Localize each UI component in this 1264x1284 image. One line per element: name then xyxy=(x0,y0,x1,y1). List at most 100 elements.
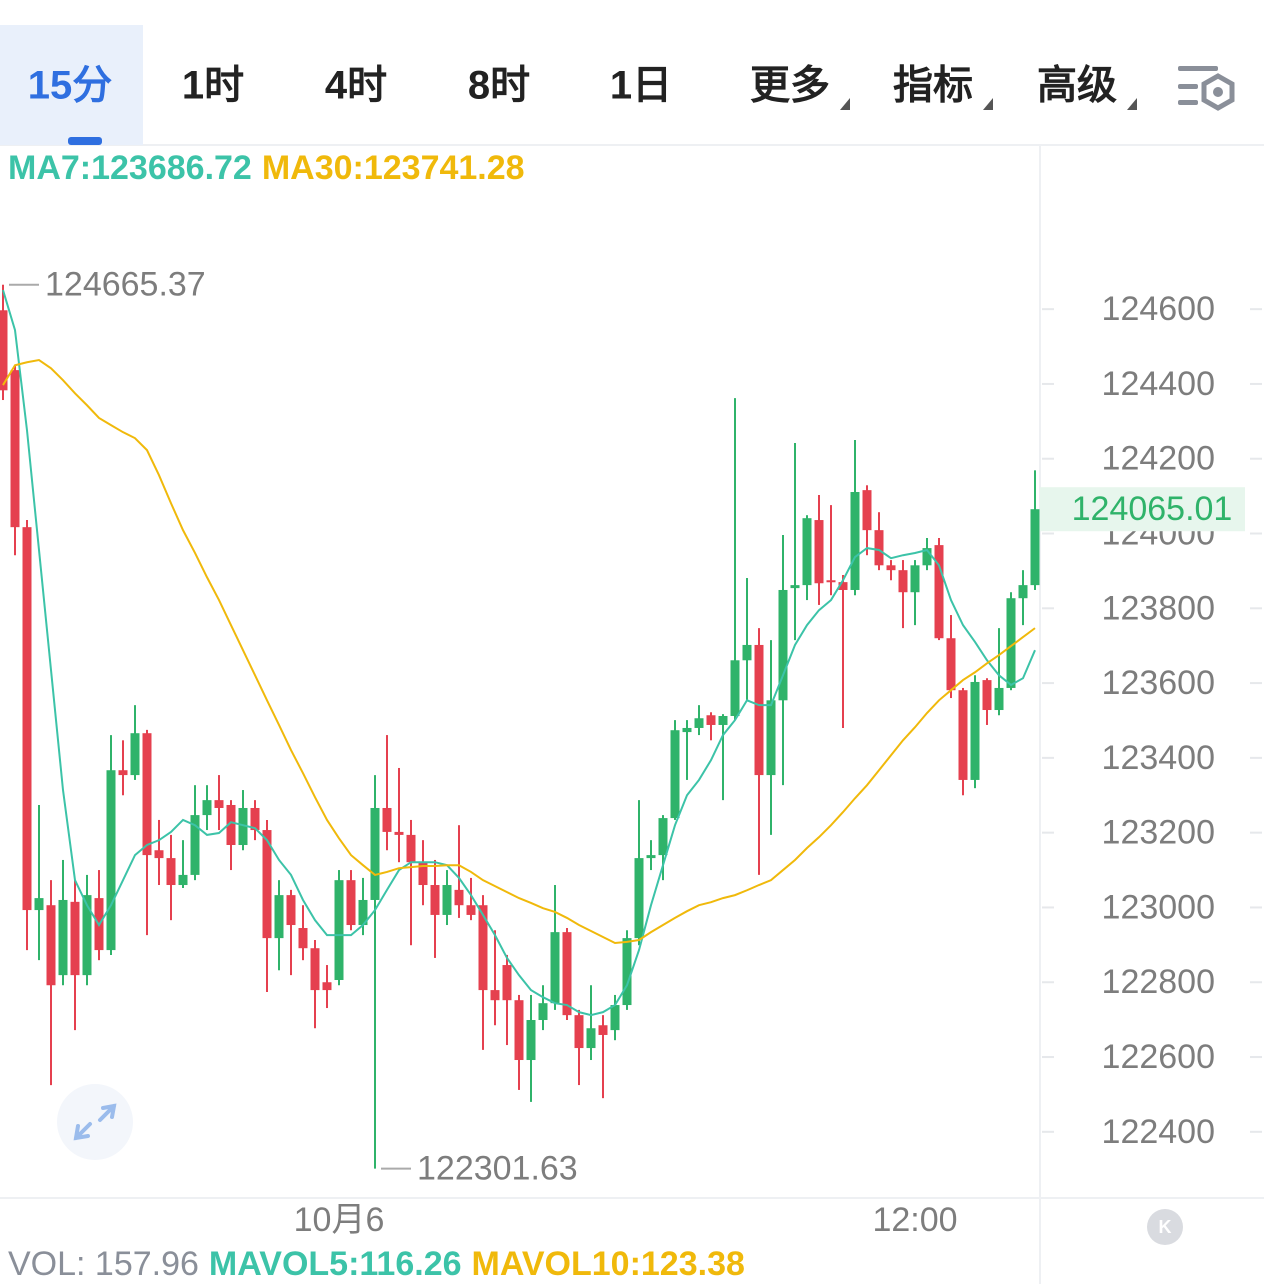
candle-body xyxy=(610,1005,620,1031)
candle-body xyxy=(226,804,236,846)
candle-body xyxy=(946,638,956,691)
candle-body xyxy=(826,580,836,583)
candle-body xyxy=(646,855,656,859)
candle-body xyxy=(454,889,464,906)
candle-body xyxy=(358,899,368,926)
candle-body xyxy=(886,565,896,571)
candle-body xyxy=(286,895,296,926)
candle-body xyxy=(298,928,308,949)
candle-body xyxy=(166,858,176,886)
legend-entry: MA30:123741.28 xyxy=(262,149,525,187)
settings-icon[interactable] xyxy=(1178,66,1235,111)
candle-body xyxy=(694,718,704,728)
candle-body xyxy=(706,715,716,725)
y-tick-label: 123200 xyxy=(1102,814,1215,852)
candle-body xyxy=(406,834,416,863)
candle-body xyxy=(778,589,788,701)
tab[interactable]: 15分 xyxy=(28,64,113,108)
candle-body xyxy=(1018,585,1028,599)
legend-entry: MA7:123686.72 xyxy=(8,149,252,187)
candle-body xyxy=(490,990,500,1001)
candle-body xyxy=(262,830,272,939)
candle-body xyxy=(142,733,152,856)
candle-body xyxy=(502,965,512,1001)
candle-body xyxy=(322,982,332,991)
expand-button[interactable] xyxy=(57,1084,133,1160)
y-tick-label: 124600 xyxy=(1102,290,1215,328)
max-label: 124665.37 xyxy=(45,266,206,304)
candle-body xyxy=(106,770,116,951)
candle-body xyxy=(130,733,140,776)
candle-body xyxy=(598,1025,608,1035)
candle-body xyxy=(874,530,884,566)
tab-underline xyxy=(68,137,102,145)
candle-body xyxy=(574,1015,584,1049)
candle-body xyxy=(0,310,8,391)
tab[interactable]: 指标 xyxy=(893,64,973,108)
candle-body xyxy=(46,905,56,986)
candle-body xyxy=(418,862,428,886)
candle-body xyxy=(250,807,260,831)
candle-body xyxy=(58,899,68,976)
candle-body xyxy=(670,730,680,819)
y-tick-label: 122800 xyxy=(1102,963,1215,1001)
candle-body xyxy=(994,687,1004,711)
candle-body xyxy=(442,885,452,915)
candle-body xyxy=(586,1028,596,1049)
candle-body xyxy=(190,815,200,875)
tab[interactable]: 高级 xyxy=(1037,64,1117,108)
kline-button[interactable]: K xyxy=(1147,1209,1183,1245)
current-price: 124065.01 xyxy=(1072,490,1233,528)
candle-body xyxy=(34,898,44,911)
volume-legend: VOL: 157.96 xyxy=(8,1245,199,1283)
candle-body xyxy=(862,490,872,531)
y-tick-label: 123600 xyxy=(1102,664,1215,702)
candle-body xyxy=(550,932,560,1004)
candle-body xyxy=(274,895,284,939)
y-tick-label: 124400 xyxy=(1102,365,1215,403)
candle-body xyxy=(214,800,224,808)
candle-body xyxy=(730,660,740,716)
candle-body xyxy=(430,885,440,915)
candle-body xyxy=(622,938,632,1006)
candle-body xyxy=(526,1020,536,1061)
y-tick-label: 122400 xyxy=(1102,1113,1215,1151)
candle-body xyxy=(910,565,920,593)
candle-body xyxy=(1030,509,1040,586)
candle-body xyxy=(382,807,392,832)
tab[interactable]: 1时 xyxy=(182,64,244,108)
candle-body xyxy=(70,901,80,976)
candle-body xyxy=(982,680,992,711)
y-tick-label: 123000 xyxy=(1102,888,1215,926)
candle-body xyxy=(814,520,824,584)
price-tag xyxy=(1040,487,1245,532)
y-tick-label: 123400 xyxy=(1102,739,1215,777)
candle-body xyxy=(310,948,320,991)
tab[interactable]: 1日 xyxy=(610,64,672,108)
volume-legend: MAVOL10:123.38 xyxy=(472,1245,745,1283)
candle-body xyxy=(658,818,668,856)
candle-body xyxy=(238,807,248,846)
tab[interactable]: 4时 xyxy=(325,64,387,108)
candle-body xyxy=(838,582,848,590)
candle-body xyxy=(394,831,404,835)
candle-body xyxy=(718,715,728,725)
dropdown-caret xyxy=(1127,98,1137,110)
candle-body xyxy=(958,690,968,780)
candle-body xyxy=(154,850,164,859)
candle-body xyxy=(202,800,212,816)
candle-body xyxy=(466,905,476,915)
candle-body xyxy=(634,858,644,939)
tab[interactable]: 更多 xyxy=(750,64,830,108)
tab[interactable]: 8时 xyxy=(468,64,530,108)
candle-body xyxy=(478,905,488,991)
candle-body xyxy=(850,492,860,590)
min-label: 122301.63 xyxy=(417,1150,578,1188)
candle-body xyxy=(334,880,344,980)
tab-highlight xyxy=(0,25,143,145)
volume-legend: MAVOL5:116.26 xyxy=(209,1245,462,1283)
plot: MA7:123686.72 MA30:123741.28 124600 124400 1… xyxy=(0,149,1262,1283)
x-tick-label: 10月6 xyxy=(294,1201,385,1239)
